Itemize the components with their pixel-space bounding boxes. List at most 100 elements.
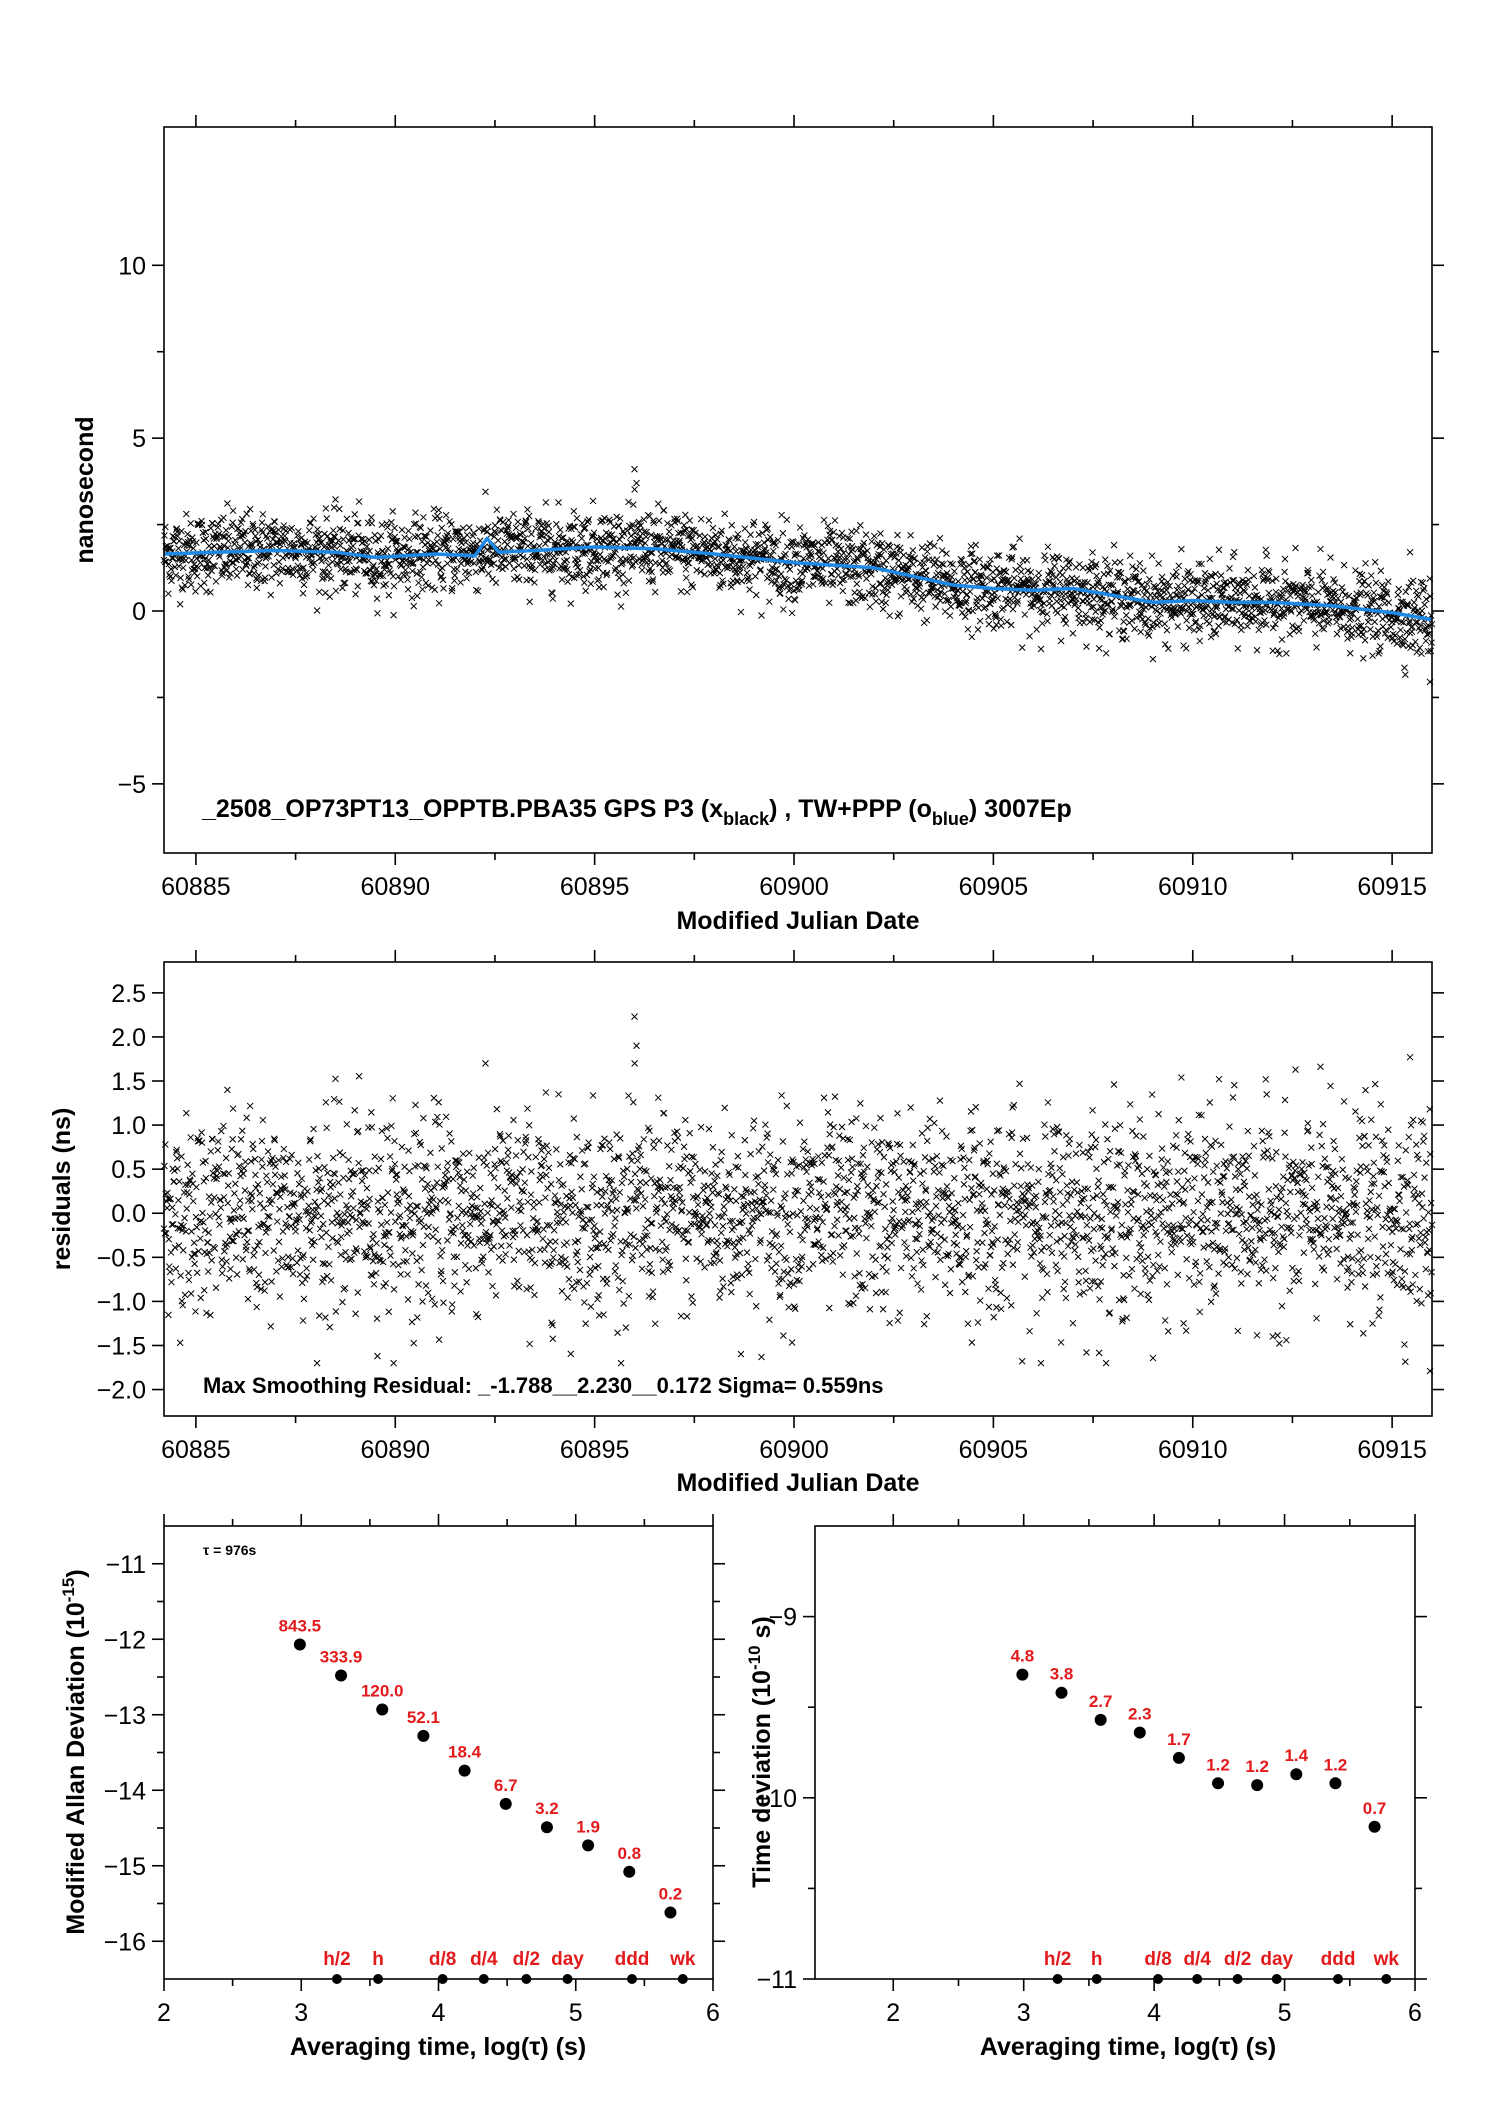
timeseries-point [638, 561, 645, 569]
residual-point [332, 1308, 340, 1315]
residual-point [514, 1136, 522, 1144]
timeseries-point [321, 530, 328, 538]
residual-point [336, 1191, 344, 1198]
residual-point [924, 1212, 932, 1220]
timeseries-point [1161, 641, 1169, 648]
residual-point [389, 1260, 397, 1268]
residual-point [310, 1125, 317, 1133]
timeseries-point [521, 535, 529, 542]
residual-point [454, 1214, 461, 1222]
residual-point [524, 1105, 531, 1112]
timeseries-point [1319, 568, 1327, 576]
residual-point [370, 1280, 378, 1288]
timeseries-point [1401, 671, 1409, 679]
timeseries-point [580, 579, 588, 586]
timeseries-point [369, 563, 376, 571]
timeseries-point [455, 545, 463, 553]
residual-point [259, 1163, 266, 1170]
residual-point [1032, 1192, 1040, 1200]
residual-point [350, 1204, 357, 1212]
timeseries-point [192, 588, 199, 595]
residual-point [938, 1127, 946, 1135]
timeseries-point [279, 565, 286, 572]
timeseries-point [493, 506, 501, 514]
timeseries-point [997, 615, 1005, 623]
timeseries-point [1263, 552, 1271, 560]
residual-point [380, 1283, 387, 1290]
residual-point [612, 1215, 619, 1222]
timeseries-point [448, 521, 455, 528]
residual-point [920, 1167, 928, 1175]
residual-point [958, 1278, 966, 1286]
residual-point [565, 1275, 573, 1283]
residual-point [636, 1178, 644, 1186]
timeseries-point [610, 535, 617, 542]
residual-point [324, 1169, 331, 1177]
residual-point [229, 1136, 237, 1143]
residual-point [239, 1255, 247, 1263]
timeseries-point [244, 581, 252, 589]
residual-point [200, 1286, 208, 1294]
residual-point [304, 1188, 311, 1195]
timeseries-point [390, 582, 398, 590]
residual-point [542, 1089, 550, 1096]
timeseries-panel: 60885 60890 60895 60900 60905 60910 60915−5051… [71, 115, 1444, 935]
residual-point [322, 1229, 330, 1236]
timeseries-point [1073, 575, 1081, 583]
timeseries-point [232, 565, 240, 573]
residual-point [807, 1188, 815, 1196]
residual-point [442, 1113, 450, 1121]
residual-point [780, 1195, 788, 1202]
timeseries-point [637, 537, 645, 544]
residual-point [326, 1323, 334, 1331]
residual-point [616, 1188, 624, 1196]
timeseries-point [492, 529, 499, 537]
timeseries-point [204, 560, 212, 568]
residual-point [361, 1172, 369, 1179]
residual-point [630, 1233, 638, 1241]
residual-point [478, 1259, 486, 1267]
residual-point [299, 1253, 307, 1261]
timeseries-point [1349, 624, 1356, 632]
residual-point [639, 1202, 647, 1210]
timeseries-point [867, 570, 875, 578]
residual-point [932, 1202, 940, 1210]
timeseries-point [686, 517, 694, 524]
timeseries-point [490, 560, 498, 567]
residual-point [601, 1135, 608, 1143]
residual-point [491, 1145, 499, 1153]
residual-point [545, 1149, 552, 1156]
residual-point [996, 1211, 1004, 1219]
residual-point [611, 1267, 619, 1275]
residual-point [296, 1271, 304, 1278]
timeseries-point [1262, 546, 1270, 554]
residual-point [843, 1203, 851, 1211]
timeseries-point [436, 545, 444, 553]
residual-point [283, 1203, 291, 1211]
residual-point [390, 1286, 398, 1293]
timeseries-point [229, 519, 237, 527]
residual-point [316, 1174, 324, 1182]
residual-point [253, 1303, 261, 1311]
timeseries-point [772, 541, 780, 549]
timeseries-point [1229, 553, 1237, 561]
residual-point [870, 1124, 878, 1132]
residual-point [474, 1313, 482, 1321]
residual-point [856, 1100, 864, 1107]
timeseries-point [1366, 625, 1374, 633]
timeseries-point [465, 569, 473, 577]
timeseries-point [510, 565, 518, 573]
timeseries-point [353, 566, 361, 574]
timeseries-point [406, 535, 413, 543]
timeseries-point [1415, 593, 1422, 601]
residual-point [954, 1199, 962, 1207]
residual-point [479, 1253, 487, 1261]
residual-point [227, 1265, 234, 1273]
residual-point [677, 1312, 685, 1320]
timeseries-point [861, 594, 869, 602]
residual-point [200, 1177, 208, 1185]
residual-point [881, 1225, 889, 1233]
residual-point [501, 1187, 509, 1195]
residual-point [237, 1135, 245, 1143]
residual-point [434, 1237, 442, 1245]
